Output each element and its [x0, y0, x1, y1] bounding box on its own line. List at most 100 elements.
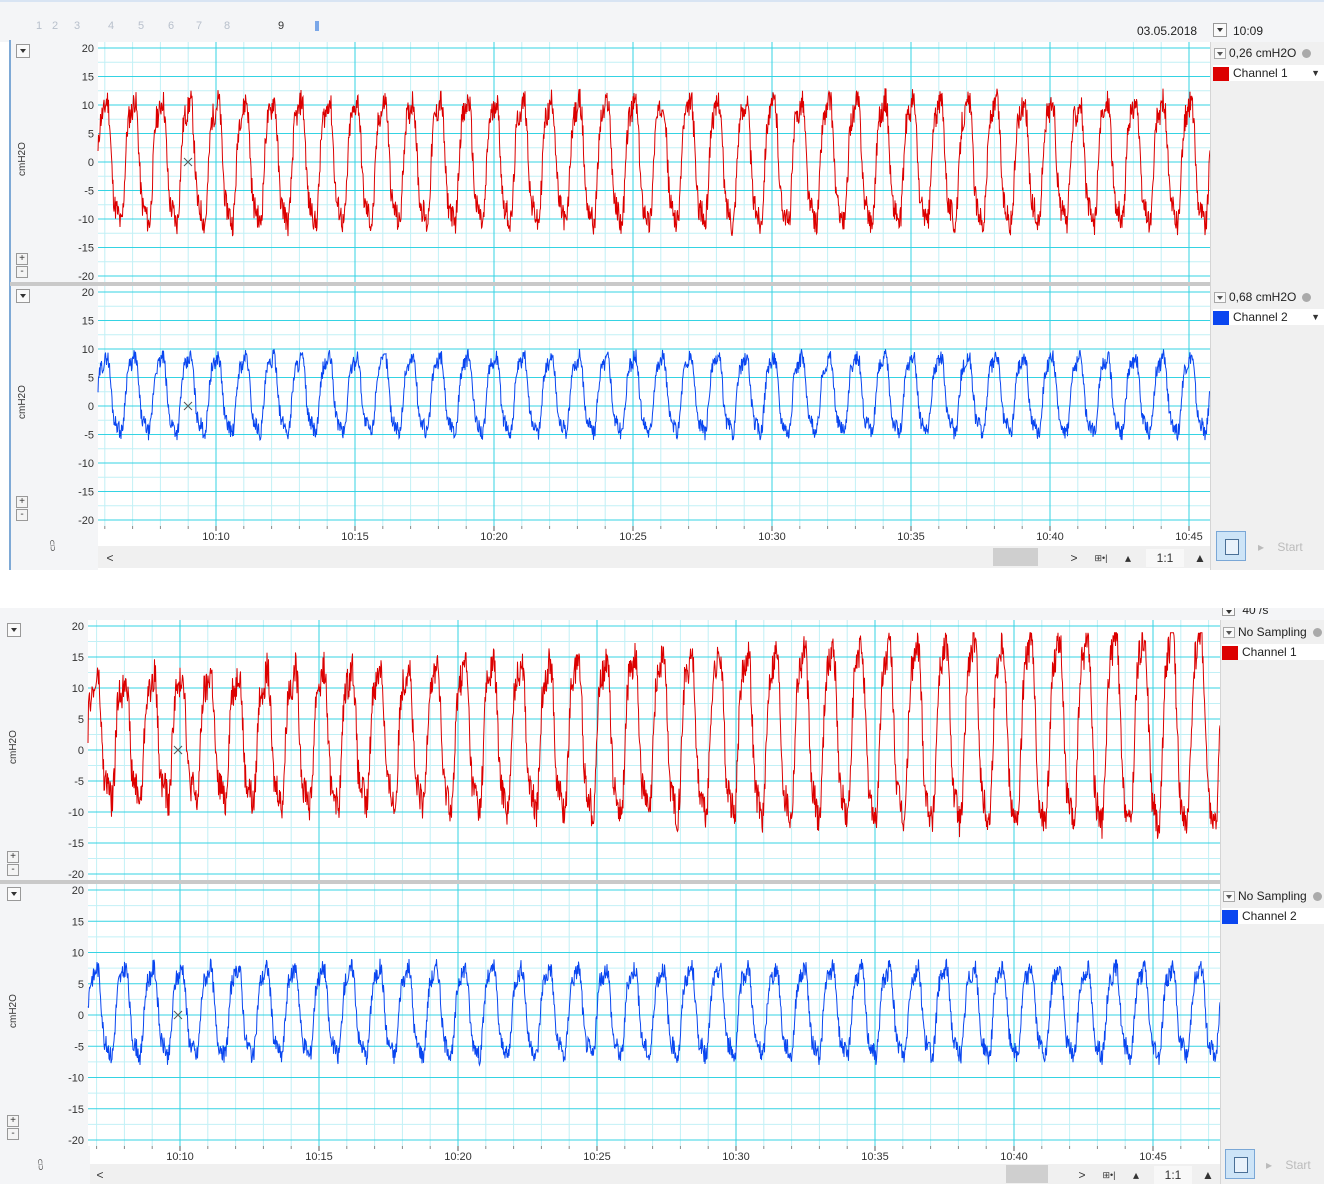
x-tick-label: 10:25: [583, 1151, 611, 1163]
cursor-marker-icon[interactable]: [173, 745, 183, 755]
x-tick-label: 10:45: [1139, 1151, 1167, 1163]
y-tick-label: -10: [78, 458, 94, 470]
value-dropdown-icon[interactable]: [1214, 292, 1226, 304]
fit-view-button[interactable]: ⊞•|: [1102, 1170, 1116, 1180]
cursor-marker-icon[interactable]: [183, 157, 193, 167]
time-axis-background: [98, 526, 1210, 546]
zoom-in-button[interactable]: +: [7, 1115, 19, 1127]
zoom-out-button[interactable]: -: [16, 509, 28, 521]
info-icon[interactable]: [1302, 49, 1312, 59]
time-dropdown-button[interactable]: [1213, 23, 1227, 37]
info-icon[interactable]: [1312, 892, 1322, 902]
y-tick-label: 0: [88, 401, 94, 413]
channel2-options-button[interactable]: [7, 887, 21, 901]
scroll-thumb[interactable]: [1006, 1165, 1048, 1183]
channel2-name: Channel 2: [1233, 310, 1288, 324]
scroll-thumb[interactable]: [993, 548, 1038, 566]
x-tick-label: 10:30: [758, 531, 786, 543]
start-button[interactable]: ▸ Start: [1258, 540, 1303, 554]
rate-dropdown-button[interactable]: [1222, 608, 1235, 617]
y-tick-label: -20: [68, 1135, 84, 1146]
pin-icon[interactable]: ⩉: [38, 1159, 43, 1171]
tab-number[interactable]: 6: [168, 20, 175, 32]
cursor-marker-icon[interactable]: [173, 1010, 183, 1020]
channel1-plot[interactable]: 20 15 10 5 0 -5 -10 -15 -20: [66, 620, 1220, 880]
export-button[interactable]: [1225, 1149, 1255, 1179]
export-button[interactable]: [1216, 531, 1246, 561]
zoom-ratio[interactable]: 1:1: [1154, 1166, 1192, 1184]
channel2-plot[interactable]: 20 15 10 5 0 -5 -10 -15 -20: [76, 286, 1210, 526]
tab-number[interactable]: 7: [196, 20, 203, 32]
y-tick-label: 0: [78, 745, 84, 757]
zoom-in-button[interactable]: +: [16, 253, 28, 265]
scroll-right-button[interactable]: >: [1070, 551, 1078, 565]
y-tick-label: 5: [78, 714, 84, 726]
zoom-out-button[interactable]: -: [7, 1128, 19, 1140]
pin-icon[interactable]: ⩉: [50, 540, 55, 552]
channel1-color-swatch: [1213, 66, 1229, 81]
tab-number[interactable]: 3: [74, 20, 81, 32]
channel1-selector[interactable]: Channel 1 ▼: [1213, 65, 1324, 81]
zoom-out-button[interactable]: -: [16, 266, 28, 278]
zoom-in-button[interactable]: +: [16, 496, 28, 508]
waveform-channel-2: [97, 348, 1210, 442]
tab-number[interactable]: 9: [278, 20, 285, 32]
channel2-value[interactable]: No Sampling: [1223, 889, 1322, 903]
channel1-plot[interactable]: 20 15 10 5 0 -5 -10 -15 -20: [76, 42, 1210, 282]
position-marker[interactable]: [315, 21, 319, 31]
scroll-right-button[interactable]: >: [1078, 1168, 1086, 1182]
channel2-plot[interactable]: 20 15 10 5 0 -5 -10 -15 -20: [66, 884, 1220, 1146]
channel1-value[interactable]: 0,26 cmH2O: [1214, 46, 1312, 60]
channel1-value[interactable]: No Sampling: [1223, 625, 1322, 639]
zoom-ratio[interactable]: 1:1: [1146, 549, 1184, 567]
left-axis-footer: [0, 1146, 90, 1184]
y-tick-label: 20: [82, 43, 94, 55]
y-axis-unit-label: cmH2O: [8, 730, 19, 764]
scroll-toolbar: [98, 546, 1210, 568]
zoom-out-time-button[interactable]: ▴: [1124, 551, 1132, 565]
zoom-up-button[interactable]: ▲: [1202, 1168, 1214, 1182]
zoom-up-button[interactable]: ▲: [1194, 551, 1206, 565]
value-dropdown-icon[interactable]: [1223, 627, 1235, 639]
cursor-marker-icon[interactable]: [183, 401, 193, 411]
channel1-selector[interactable]: Channel 1: [1222, 644, 1324, 660]
y-tick-label: -20: [78, 271, 94, 282]
start-button[interactable]: ▸ Start: [1266, 1158, 1311, 1172]
scroll-left-button[interactable]: <: [96, 1168, 104, 1182]
tab-number[interactable]: 4: [108, 20, 115, 32]
zoom-in-button[interactable]: +: [7, 851, 19, 863]
value-dropdown-icon[interactable]: [1214, 48, 1226, 60]
channel1-value-text: No Sampling: [1238, 625, 1307, 639]
channel-panel-right: [1210, 42, 1324, 528]
scroll-left-button[interactable]: <: [106, 551, 114, 565]
left-axis-strip-2: [0, 884, 90, 1146]
zoom-out-time-button[interactable]: ▴: [1132, 1168, 1140, 1182]
bottom-recorder-view: 40 /s cmH2O + - cmH2O + - ⩉ 20 15 10 5 0 -5 -1…: [0, 608, 1324, 1184]
top-recorder-view: 1 2 3 4 5 6 7 8 9 03.05.2018 10:09 cmH2O…: [0, 0, 1324, 570]
y-tick-label: 15: [72, 652, 84, 664]
x-tick-label: 10:20: [480, 531, 508, 543]
tab-number[interactable]: 1: [36, 20, 43, 32]
tab-number[interactable]: 2: [52, 20, 59, 32]
channel1-options-button[interactable]: [16, 44, 30, 58]
channel2-selector[interactable]: Channel 2 ▼: [1213, 309, 1324, 325]
x-tick-label: 10:15: [341, 531, 369, 543]
value-dropdown-icon[interactable]: [1223, 891, 1235, 903]
y-tick-label: 10: [72, 683, 84, 695]
info-icon[interactable]: [1312, 628, 1322, 638]
left-axis-strip-2: [10, 286, 98, 526]
channel2-options-button[interactable]: [16, 289, 30, 303]
tab-number[interactable]: 5: [138, 20, 145, 32]
info-icon[interactable]: [1302, 293, 1312, 303]
fit-view-button[interactable]: ⊞•|: [1094, 553, 1108, 563]
start-label: Start: [1277, 540, 1303, 554]
channel1-color-swatch: [1222, 645, 1238, 660]
zoom-out-button[interactable]: -: [7, 864, 19, 876]
y-tick-label: -15: [78, 487, 94, 499]
tab-number[interactable]: 8: [224, 20, 231, 32]
channel-panel-right: [1220, 620, 1324, 1146]
channel1-options-button[interactable]: [7, 623, 21, 637]
channel2-selector[interactable]: Channel 2: [1222, 908, 1324, 924]
chevron-down-icon: ▼: [1311, 68, 1320, 78]
channel2-value[interactable]: 0,68 cmH2O: [1214, 290, 1312, 304]
